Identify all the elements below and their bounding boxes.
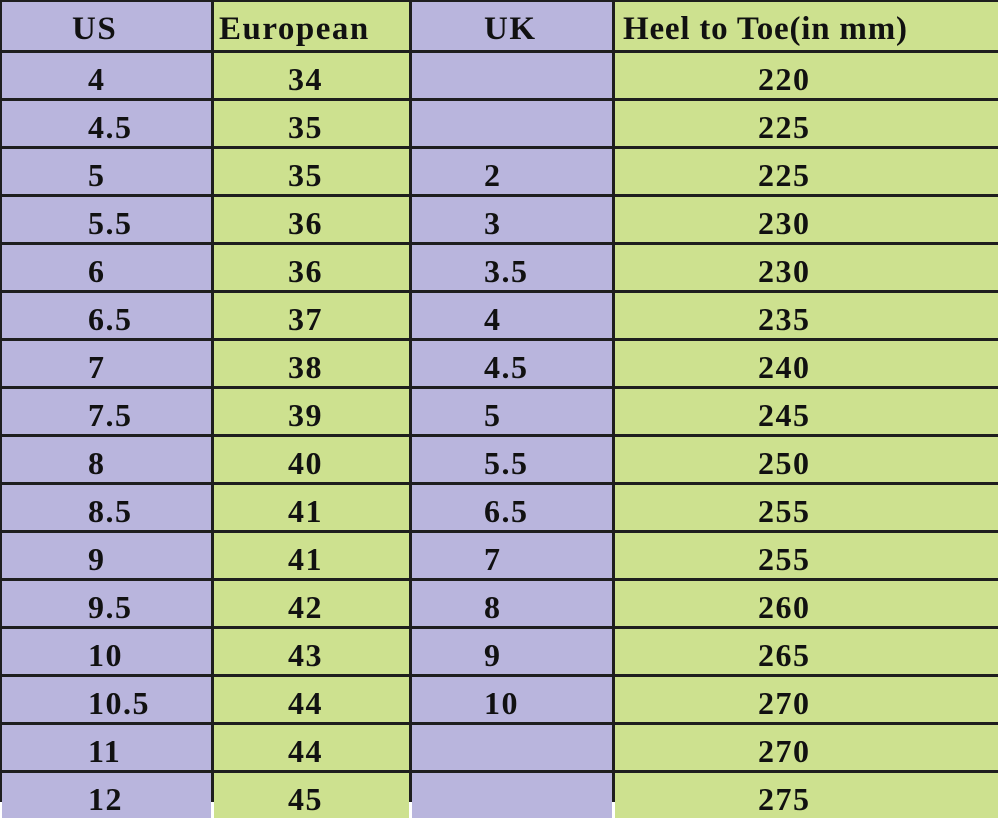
table-cell: 4 — [2, 53, 211, 98]
table-cell: 42 — [214, 581, 409, 626]
table-cell: 225 — [615, 101, 998, 146]
table-cell: 36 — [214, 245, 409, 290]
table-cell — [412, 773, 612, 818]
table-cell — [412, 101, 612, 146]
table-cell: 35 — [214, 101, 409, 146]
table-cell: 4 — [412, 293, 612, 338]
table-cell: 10 — [2, 629, 211, 674]
header-cell: Heel to Toe(in mm) — [615, 2, 998, 50]
table-cell: 45 — [214, 773, 409, 818]
table-cell: 5.5 — [412, 437, 612, 482]
table-cell: 9.5 — [2, 581, 211, 626]
table-cell: 255 — [615, 485, 998, 530]
table-cell: 245 — [615, 389, 998, 434]
table-cell: 36 — [214, 197, 409, 242]
table-cell: 250 — [615, 437, 998, 482]
table-cell: 9 — [412, 629, 612, 674]
table-cell: 5.5 — [2, 197, 211, 242]
table-cell: 270 — [615, 725, 998, 770]
table-cell: 9 — [2, 533, 211, 578]
table-cell: 7 — [412, 533, 612, 578]
table-cell: 37 — [214, 293, 409, 338]
table-cell: 11 — [2, 725, 211, 770]
table-cell: 220 — [615, 53, 998, 98]
table-cell: 255 — [615, 533, 998, 578]
table-cell: 2 — [412, 149, 612, 194]
table-cell: 34 — [214, 53, 409, 98]
table-cell: 12 — [2, 773, 211, 818]
table-cell — [412, 53, 612, 98]
table-cell: 44 — [214, 677, 409, 722]
table-cell: 260 — [615, 581, 998, 626]
table-cell: 44 — [214, 725, 409, 770]
table-cell: 8 — [2, 437, 211, 482]
table-cell: 4.5 — [412, 341, 612, 386]
table-cell: 38 — [214, 341, 409, 386]
table-cell: 41 — [214, 485, 409, 530]
table-cell: 6 — [2, 245, 211, 290]
table-cell: 10 — [412, 677, 612, 722]
table-cell — [412, 725, 612, 770]
header-cell: European — [214, 2, 409, 50]
table-cell: 235 — [615, 293, 998, 338]
table-cell: 7.5 — [2, 389, 211, 434]
table-cell: 230 — [615, 245, 998, 290]
table-cell: 8 — [412, 581, 612, 626]
table-cell: 10.5 — [2, 677, 211, 722]
table-cell: 265 — [615, 629, 998, 674]
table-cell: 275 — [615, 773, 998, 818]
table-cell: 225 — [615, 149, 998, 194]
table-cell: 39 — [214, 389, 409, 434]
table-cell: 5 — [412, 389, 612, 434]
header-cell: UK — [412, 2, 612, 50]
table-cell: 3 — [412, 197, 612, 242]
table-cell: 3.5 — [412, 245, 612, 290]
table-cell: 230 — [615, 197, 998, 242]
table-cell: 40 — [214, 437, 409, 482]
table-cell: 4.5 — [2, 101, 211, 146]
table-cell: 8.5 — [2, 485, 211, 530]
table-cell: 7 — [2, 341, 211, 386]
table-cell: 43 — [214, 629, 409, 674]
table-cell: 5 — [2, 149, 211, 194]
table-cell: 240 — [615, 341, 998, 386]
table-cell: 270 — [615, 677, 998, 722]
header-cell: US — [2, 2, 211, 50]
table-cell: 35 — [214, 149, 409, 194]
table-cell: 6.5 — [2, 293, 211, 338]
table-cell: 6.5 — [412, 485, 612, 530]
table-cell: 41 — [214, 533, 409, 578]
